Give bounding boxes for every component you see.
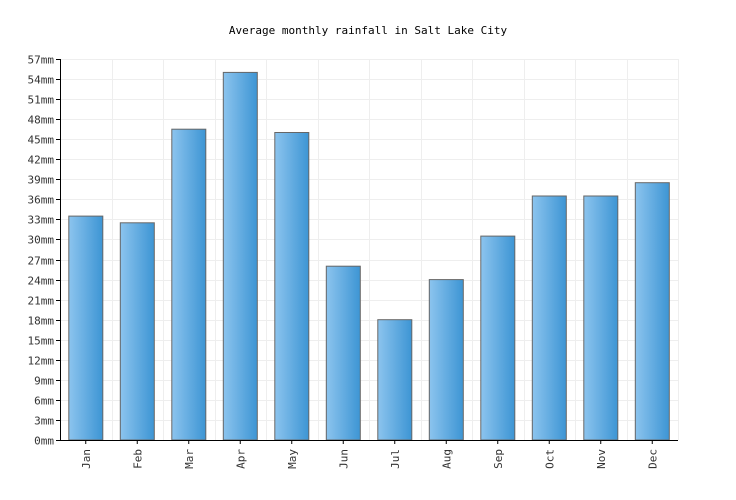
bar-may	[274, 132, 310, 441]
bar-aug	[428, 279, 464, 441]
y-tick-label: 54mm	[28, 74, 55, 87]
bar-sep	[480, 235, 516, 441]
bar-oct	[531, 195, 567, 441]
axes	[56, 59, 678, 444]
x-tick-label: Nov	[595, 449, 608, 469]
x-tick-label: Jan	[80, 449, 93, 469]
bar-jun	[325, 265, 361, 441]
y-axis-ticks: 0mm 3mm 6mm 9mm 12mm 15mm 18mm 21mm 24mm 27mm 30mm…	[28, 54, 55, 448]
y-tick-label: 3mm	[34, 415, 54, 428]
bar-jan	[68, 215, 104, 441]
bar-dec	[634, 182, 670, 441]
bars	[68, 71, 670, 441]
bar-mar	[171, 128, 207, 441]
y-tick-label: 0mm	[34, 435, 54, 448]
y-tick-label: 57mm	[28, 54, 55, 67]
y-tick-label: 21mm	[28, 295, 55, 308]
y-tick-label: 9mm	[34, 375, 54, 388]
x-tick-label: Dec	[646, 449, 659, 469]
bar-apr	[222, 71, 258, 441]
y-tick-label: 45mm	[28, 134, 55, 147]
x-tick-label: Sep	[492, 449, 505, 469]
y-tick-label: 36mm	[28, 194, 55, 207]
bar-feb	[119, 222, 155, 441]
y-tick-label: 27mm	[28, 255, 55, 268]
y-tick-label: 18mm	[28, 315, 55, 328]
x-tick-label: May	[286, 449, 299, 469]
y-tick-label: 39mm	[28, 174, 55, 187]
y-tick-label: 51mm	[28, 94, 55, 107]
x-tick-label: Jun	[337, 449, 350, 469]
y-tick-label: 24mm	[28, 275, 55, 288]
y-tick-label: 30mm	[28, 234, 55, 247]
y-tick-label: 33mm	[28, 214, 55, 227]
x-tick-label: Jul	[389, 449, 402, 469]
y-tick-label: 42mm	[28, 154, 55, 167]
y-tick-label: 15mm	[28, 335, 55, 348]
x-axis-ticks: Jan Feb Mar Apr May Jun Jul Aug Sep Oct Nov Dec	[80, 449, 660, 469]
x-tick-label: Mar	[183, 449, 196, 469]
x-tick-label: Feb	[131, 449, 144, 469]
y-tick-label: 6mm	[34, 395, 54, 408]
x-tick-label: Apr	[234, 449, 247, 469]
chart-title: Average monthly rainfall in Salt Lake Ci…	[229, 24, 508, 37]
grid-lines	[60, 59, 679, 440]
y-tick-label: 12mm	[28, 355, 55, 368]
bar-jul	[377, 319, 413, 441]
x-tick-label: Oct	[543, 449, 556, 469]
x-tick-label: Aug	[440, 449, 453, 469]
bar-nov	[583, 195, 619, 441]
y-tick-label: 48mm	[28, 114, 55, 127]
